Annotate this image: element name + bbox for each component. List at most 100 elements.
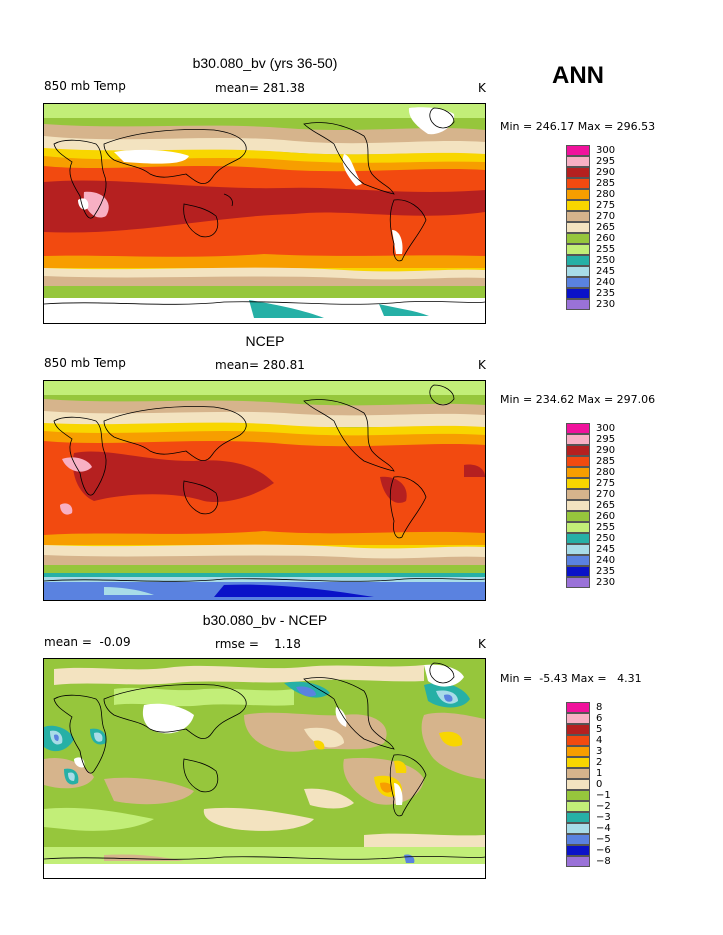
legend-label: −8 bbox=[596, 856, 611, 867]
panel-1-units: K bbox=[478, 81, 486, 95]
legend-label: −6 bbox=[596, 845, 611, 856]
legend-label: 270 bbox=[596, 211, 616, 222]
panel-1-range-label: Min = 246.17 Max = 296.53 bbox=[500, 120, 656, 133]
legend-label: −3 bbox=[596, 812, 611, 823]
legend-label: 260 bbox=[596, 233, 616, 244]
legend-label: 235 bbox=[596, 566, 616, 577]
legend-swatch bbox=[566, 533, 590, 544]
legend-swatch bbox=[566, 856, 590, 867]
legend-label: 230 bbox=[596, 299, 616, 310]
legend-label: 255 bbox=[596, 244, 616, 255]
legend-label: 295 bbox=[596, 156, 616, 167]
legend-swatch bbox=[566, 434, 590, 445]
legend-swatch bbox=[566, 244, 590, 255]
legend-swatch bbox=[566, 266, 590, 277]
legend-swatch bbox=[566, 445, 590, 456]
legend-swatch bbox=[566, 511, 590, 522]
legend-label: 290 bbox=[596, 167, 616, 178]
legend-label: 2 bbox=[596, 757, 603, 768]
legend-label: 275 bbox=[596, 200, 616, 211]
legend-swatch bbox=[566, 522, 590, 533]
panel-1-legend: 300 295 290 285 280 275 270 265 260 255 250 245 240 2… bbox=[566, 145, 646, 325]
legend-swatch bbox=[566, 456, 590, 467]
legend-label: 250 bbox=[596, 255, 616, 266]
legend-label: −5 bbox=[596, 834, 611, 845]
legend-swatch bbox=[566, 845, 590, 856]
panel-2-legend: 300 295 290 285 280 275 270 265 260 255 250 245 240 2… bbox=[566, 423, 646, 603]
panel-2-map bbox=[43, 380, 486, 601]
legend-label: 290 bbox=[596, 445, 616, 456]
legend-label: 0 bbox=[596, 779, 603, 790]
legend-label: 265 bbox=[596, 222, 616, 233]
panel-3-title: b30.080_bv - NCEP bbox=[202, 612, 328, 628]
legend-swatch bbox=[566, 423, 590, 434]
legend-swatch bbox=[566, 779, 590, 790]
legend-label: 255 bbox=[596, 522, 616, 533]
legend-swatch bbox=[566, 790, 590, 801]
panel-2-range-label: Min = 234.62 Max = 297.06 bbox=[500, 393, 656, 406]
legend-label: 265 bbox=[596, 500, 616, 511]
legend-label: 1 bbox=[596, 768, 603, 779]
legend-label: 285 bbox=[596, 456, 616, 467]
legend-label: 260 bbox=[596, 511, 616, 522]
legend-label: 245 bbox=[596, 266, 616, 277]
legend-swatch bbox=[566, 566, 590, 577]
legend-swatch bbox=[566, 823, 590, 834]
legend-label: −2 bbox=[596, 801, 611, 812]
panel-3-rmse-label: rmse = 1.18 bbox=[215, 637, 301, 651]
legend-label: −1 bbox=[596, 790, 611, 801]
panel-1-variable-label: 850 mb Temp bbox=[44, 79, 126, 93]
panel-1-mean-label: mean= 281.38 bbox=[215, 81, 305, 95]
legend-label: 245 bbox=[596, 544, 616, 555]
panel-2-variable-label: 850 mb Temp bbox=[44, 356, 126, 370]
legend-swatch bbox=[566, 200, 590, 211]
legend-swatch bbox=[566, 222, 590, 233]
legend-swatch bbox=[566, 233, 590, 244]
legend-label: 250 bbox=[596, 533, 616, 544]
legend-swatch bbox=[566, 189, 590, 200]
legend-label: −4 bbox=[596, 823, 611, 834]
legend-swatch bbox=[566, 277, 590, 288]
panel-2-mean-label: mean= 280.81 bbox=[215, 358, 305, 372]
legend-label: 280 bbox=[596, 467, 616, 478]
panel-3-map bbox=[43, 658, 486, 879]
legend-label: 5 bbox=[596, 724, 603, 735]
legend-swatch bbox=[566, 713, 590, 724]
legend-label: 275 bbox=[596, 478, 616, 489]
legend-swatch bbox=[566, 555, 590, 566]
panel-2-units: K bbox=[478, 358, 486, 372]
legend-swatch bbox=[566, 478, 590, 489]
panel-3-mean-label: mean = -0.09 bbox=[44, 635, 131, 649]
legend-label: 240 bbox=[596, 277, 616, 288]
legend-label: 280 bbox=[596, 189, 616, 200]
legend-swatch bbox=[566, 467, 590, 478]
legend-swatch bbox=[566, 299, 590, 310]
legend-label: 295 bbox=[596, 434, 616, 445]
legend-label: 285 bbox=[596, 178, 616, 189]
panel-1-title: b30.080_bv (yrs 36-50) bbox=[192, 55, 338, 71]
legend-swatch bbox=[566, 211, 590, 222]
legend-swatch bbox=[566, 255, 590, 266]
legend-label: 230 bbox=[596, 577, 616, 588]
legend-swatch bbox=[566, 500, 590, 511]
season-label: ANN bbox=[552, 62, 604, 89]
legend-swatch bbox=[566, 167, 590, 178]
legend-swatch bbox=[566, 178, 590, 189]
legend-swatch bbox=[566, 489, 590, 500]
legend-label: 240 bbox=[596, 555, 616, 566]
legend-swatch bbox=[566, 768, 590, 779]
legend-label: 3 bbox=[596, 746, 603, 757]
legend-swatch bbox=[566, 735, 590, 746]
legend-label: 4 bbox=[596, 735, 603, 746]
legend-label: 270 bbox=[596, 489, 616, 500]
panel-1-map bbox=[43, 103, 486, 324]
panel-3-legend: 8 6 5 4 3 2 1 0 −1 −2 −3 −4 −5 −6 −8 bbox=[566, 702, 646, 882]
legend-swatch bbox=[566, 812, 590, 823]
legend-label: 235 bbox=[596, 288, 616, 299]
panel-2-title: NCEP bbox=[245, 333, 285, 349]
panel-3-range-label: Min = -5.43 Max = 4.31 bbox=[500, 672, 642, 685]
legend-swatch bbox=[566, 757, 590, 768]
panel-3-units: K bbox=[478, 637, 486, 651]
legend-label: 300 bbox=[596, 145, 616, 156]
legend-label: 8 bbox=[596, 702, 603, 713]
